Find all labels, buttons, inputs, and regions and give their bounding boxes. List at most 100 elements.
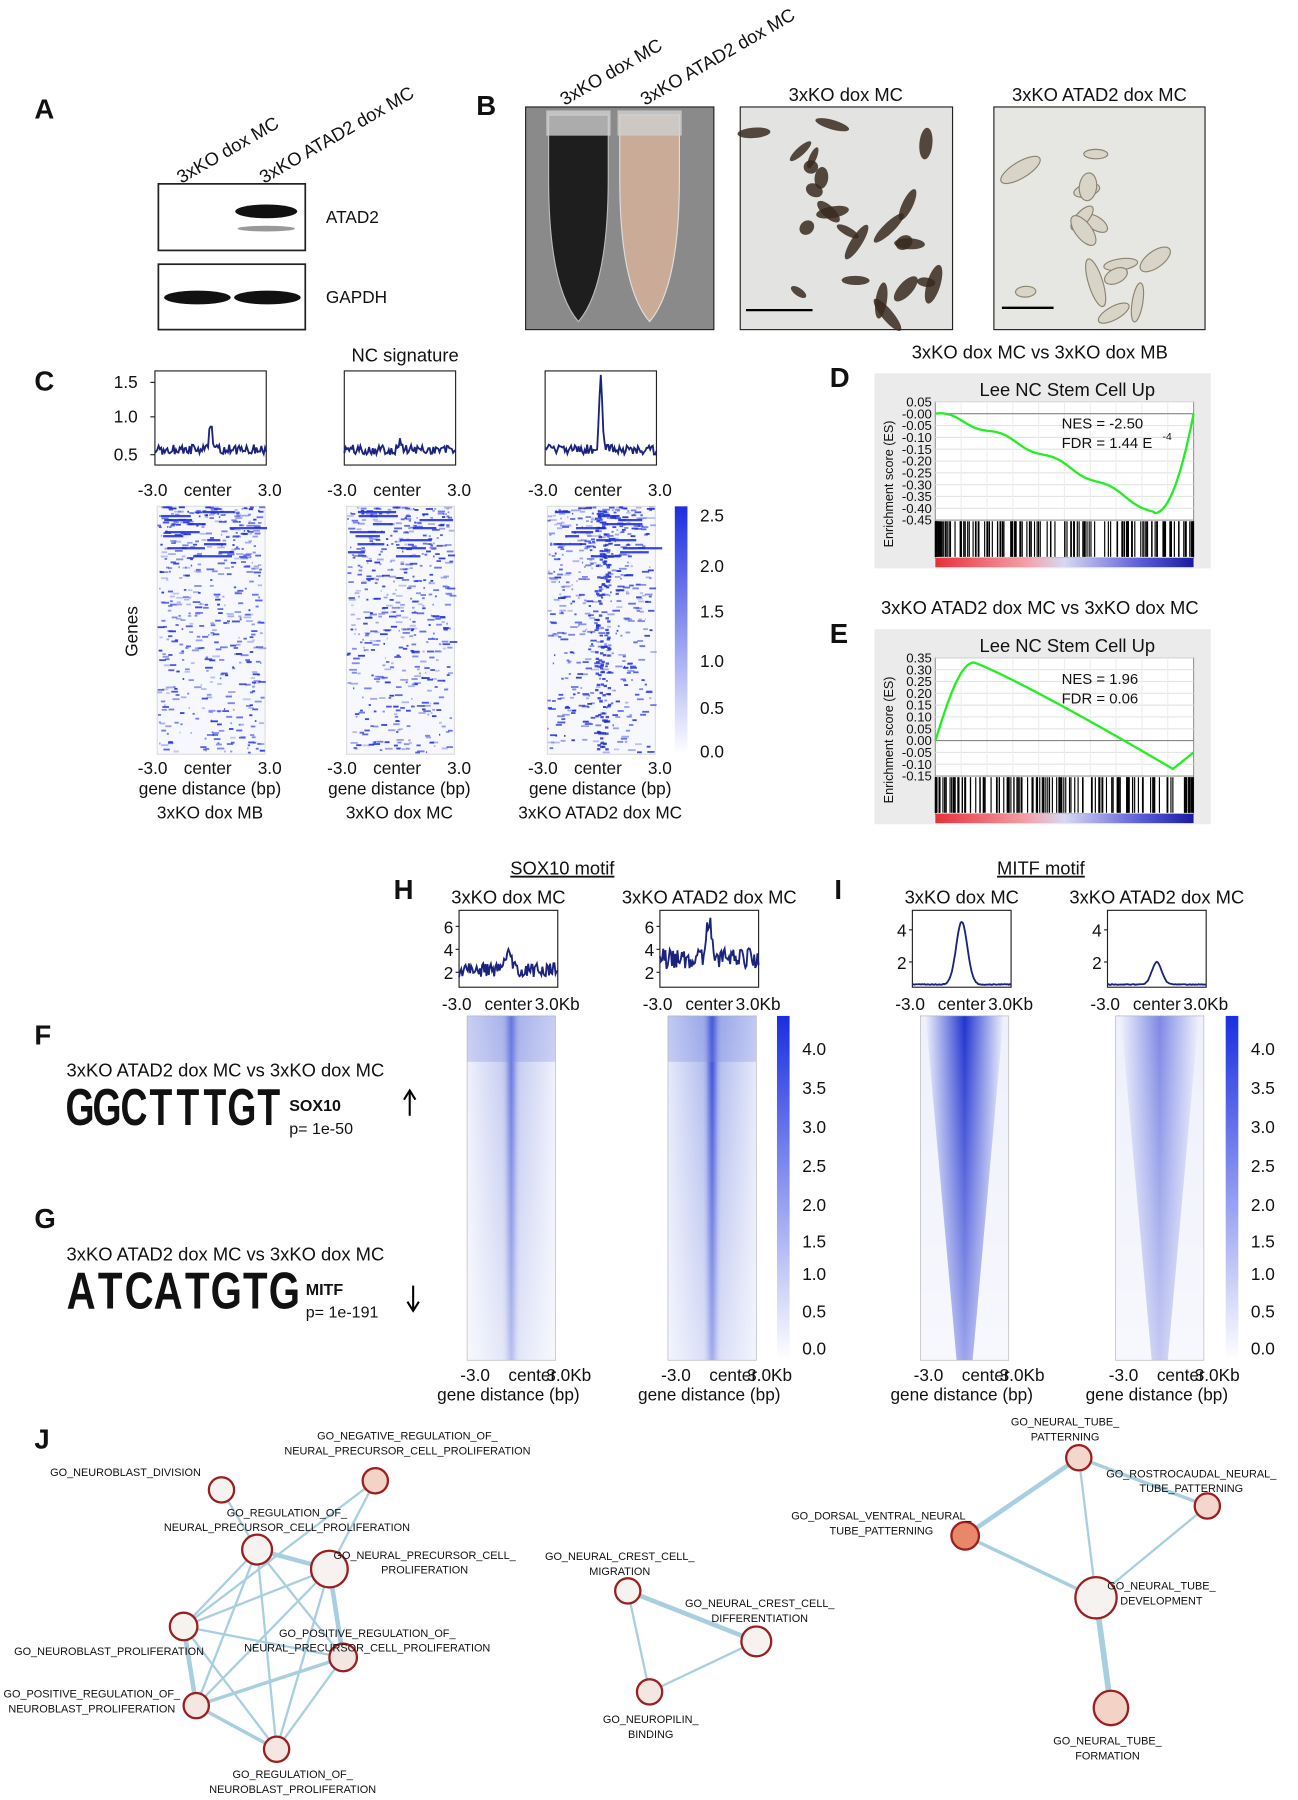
heatmap-cell — [446, 666, 451, 668]
heatmap-cell — [393, 744, 398, 747]
heatmap-cell — [570, 626, 578, 629]
heatmap-cell — [602, 732, 607, 735]
heatmap-cell — [405, 518, 412, 521]
heatmap-cell — [350, 613, 355, 616]
heatmap-cell — [194, 647, 201, 650]
heatmap-cell — [389, 694, 395, 697]
heatmap-cell — [158, 649, 163, 652]
heatmap-cell — [598, 713, 602, 717]
heatmap-cell — [210, 632, 215, 634]
heatmap-cell — [421, 597, 425, 600]
colorbar-tick-label: 4.0 — [1251, 1039, 1275, 1059]
heatmap-cell — [384, 668, 392, 671]
heatmap-cell — [363, 611, 371, 614]
heatmap-cell — [605, 662, 610, 665]
heatmap-cell — [210, 536, 215, 539]
x-tick-label: -3.0 — [138, 758, 168, 778]
heatmap-cell — [256, 742, 262, 745]
heatmap-cell — [223, 708, 226, 710]
heatmap-cell — [401, 616, 409, 619]
heatmap-cell — [608, 644, 612, 647]
heatmap-cell — [578, 571, 581, 574]
heatmap-cell — [413, 627, 418, 630]
heatmap-cell — [406, 709, 411, 712]
heatmap-cell — [355, 535, 380, 538]
heatmap-cell — [227, 702, 235, 705]
heatmap-cell — [232, 544, 235, 546]
heatmap-cell — [225, 695, 232, 698]
heatmap-cell — [174, 513, 180, 516]
heatmap-cell — [364, 588, 368, 591]
heatmap-cell — [366, 562, 369, 564]
heatmap-cell — [647, 569, 654, 572]
heatmap-cell — [230, 644, 237, 647]
heatmap-cell — [173, 562, 180, 565]
heatmap-cell — [429, 656, 435, 659]
heatmap-fade — [467, 1015, 556, 1361]
heatmap-cell — [374, 631, 380, 634]
heatmap-cell — [548, 634, 554, 637]
blot-label: GAPDH — [326, 287, 387, 307]
colorbar-tick-label: 0.0 — [700, 742, 724, 762]
heatmap-cell — [354, 713, 360, 715]
heatmap-cell — [378, 553, 381, 556]
heatmap-cell — [648, 517, 656, 519]
heatmap-cell — [428, 593, 433, 596]
heatmap-cell — [570, 686, 579, 688]
heatmap-cell — [620, 546, 628, 549]
heatmap-cell — [560, 697, 565, 700]
heatmap-cell — [236, 716, 244, 719]
heatmap-cell — [212, 655, 221, 658]
heatmap-cell — [410, 705, 415, 708]
heatmap-cell — [444, 688, 448, 691]
heatmap-cell — [218, 552, 223, 555]
heatmap-cell — [243, 616, 252, 619]
heatmap-cell — [614, 544, 621, 546]
heatmap-cell — [608, 584, 612, 587]
heatmap-cell — [347, 517, 349, 520]
heatmap-cell — [362, 733, 369, 736]
heatmap-cell — [615, 700, 620, 703]
heatmap-cell — [591, 535, 598, 537]
heatmap-cell — [565, 572, 572, 575]
heatmap-cell — [445, 592, 452, 595]
heatmap-cell — [427, 618, 435, 621]
heatmap-cell — [251, 633, 256, 636]
heatmap-cell — [183, 598, 190, 601]
heatmap-cell — [164, 531, 200, 534]
heatmap-cell — [585, 520, 589, 523]
heatmap-cell — [255, 554, 262, 557]
network-edge — [1077, 1457, 1098, 1598]
network-edge — [182, 1548, 258, 1628]
heatmap-cell — [381, 574, 390, 577]
gene-set: Lee NC Stem Cell Up — [980, 635, 1156, 656]
heatmap-cell — [576, 661, 581, 664]
heatmap-cell — [254, 720, 257, 722]
heatmap-cell — [641, 570, 650, 573]
heatmap-cell — [426, 550, 431, 553]
heatmap-cell — [160, 534, 163, 537]
heatmap-cell — [400, 678, 409, 681]
heatmap-cell — [226, 613, 234, 615]
heatmap-cell — [351, 519, 359, 522]
x-tick-label: center — [574, 758, 622, 778]
heatmap-cell — [598, 586, 603, 589]
heatmap-cell — [434, 507, 437, 510]
x-tick-label: 3.0 — [648, 480, 672, 500]
heatmap-cell — [420, 594, 427, 596]
heatmap-cell — [238, 736, 246, 739]
heatmap-cell — [608, 506, 615, 509]
heatmap-cell — [446, 688, 449, 690]
heatmap-cell — [631, 679, 633, 681]
heatmap-cell — [577, 692, 580, 694]
heatmap-cell — [597, 697, 601, 700]
heatmap-cell — [178, 510, 184, 513]
heatmap-cell — [410, 597, 413, 600]
heatmap-cell — [206, 696, 213, 699]
network-edge — [275, 1656, 345, 1750]
heatmap-cell — [618, 653, 626, 656]
heatmap-cell — [189, 622, 194, 625]
heatmap-cell — [593, 506, 597, 509]
motif-letter: G — [269, 1262, 300, 1320]
heatmap-cell — [386, 705, 392, 708]
